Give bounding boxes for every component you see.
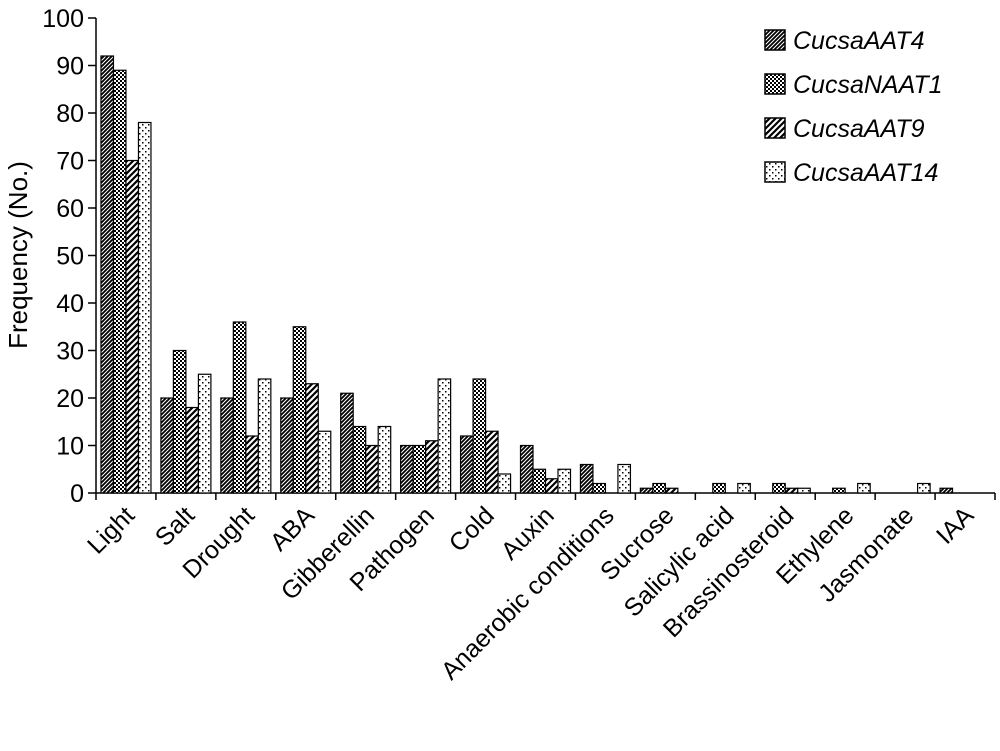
bar <box>197 373 212 494</box>
legend-label: CucsaNAAT1 <box>793 71 943 99</box>
bar <box>425 440 439 494</box>
y-tick-label: 90 <box>56 53 84 81</box>
bar <box>484 430 499 494</box>
bar <box>245 435 259 494</box>
bar <box>112 69 127 494</box>
bar <box>317 430 332 494</box>
bar <box>579 463 594 494</box>
y-tick-label: 60 <box>56 195 84 223</box>
bar <box>377 425 392 494</box>
y-tick-label: 30 <box>56 338 84 366</box>
x-category-label: Salt <box>150 501 200 551</box>
bar <box>125 159 140 494</box>
bar <box>639 487 654 494</box>
x-category-label: Cold <box>444 501 500 557</box>
legend-swatch <box>764 161 786 183</box>
bar <box>617 463 632 494</box>
bar <box>652 482 666 494</box>
legend-label: CucsaAAT4 <box>793 27 925 55</box>
bar <box>160 397 174 494</box>
legend-label: CucsaAAT9 <box>793 115 925 143</box>
bar <box>305 383 319 494</box>
bar <box>772 482 786 494</box>
bar <box>340 392 354 494</box>
bar <box>557 468 572 494</box>
y-tick-label: 40 <box>56 290 84 318</box>
legend: CucsaAAT4 CucsaNAAT1 CucsaAAT9 CucsaAAT14 <box>764 27 943 187</box>
x-category-label: Light <box>82 501 140 559</box>
bar <box>172 349 187 494</box>
y-tick-label: 0 <box>70 480 84 508</box>
bar <box>916 482 931 494</box>
bar <box>100 55 115 494</box>
y-tick-label: 80 <box>56 100 84 128</box>
bar <box>459 435 474 494</box>
bar <box>280 397 294 494</box>
y-tick-label: 20 <box>56 385 84 413</box>
bar <box>857 482 871 494</box>
x-category-label: IAA <box>931 501 980 550</box>
legend-swatch <box>764 73 786 95</box>
bar <box>365 444 379 494</box>
bar <box>185 406 199 494</box>
bar <box>437 378 452 494</box>
legend-swatch <box>764 29 786 51</box>
bar <box>257 378 272 494</box>
bar <box>352 425 367 494</box>
y-tick-label: 10 <box>56 433 84 461</box>
bar <box>784 487 799 494</box>
bar <box>412 444 427 494</box>
bar <box>832 487 846 494</box>
bar <box>712 482 726 494</box>
bar <box>137 121 152 494</box>
bar <box>472 378 487 494</box>
y-axis: 0 10 20 30 40 50 60 70 80 90 100 <box>42 5 97 508</box>
bar <box>400 444 414 494</box>
y-axis-title: Frequency (No.) <box>3 161 33 349</box>
bar <box>544 478 559 494</box>
bar <box>664 487 679 494</box>
y-tick-label: 50 <box>56 243 84 271</box>
bar <box>497 473 512 494</box>
legend-label: CucsaAAT14 <box>793 159 938 187</box>
x-axis <box>95 492 996 500</box>
bar <box>737 482 751 494</box>
y-tick-label: 100 <box>42 5 84 33</box>
bar <box>532 468 547 494</box>
bar <box>292 326 307 494</box>
bar <box>592 482 607 494</box>
legend-swatch <box>764 117 786 139</box>
bar <box>519 444 534 494</box>
bar <box>220 397 234 494</box>
bar <box>939 487 954 494</box>
bars <box>100 55 954 494</box>
y-tick-label: 70 <box>56 148 84 176</box>
bar <box>797 487 811 494</box>
bar <box>232 321 247 494</box>
